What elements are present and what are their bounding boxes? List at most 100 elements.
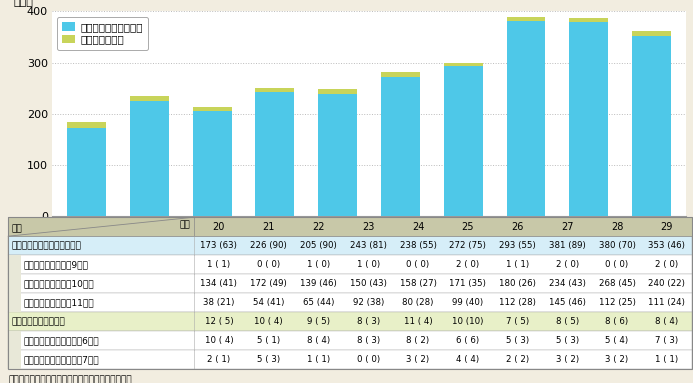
Bar	[569, 18, 608, 22]
Text: 3 ( 2): 3 ( 2)	[406, 355, 430, 364]
Text: 薬物犯罪収益等収受（第7条）: 薬物犯罪収益等収受（第7条）	[24, 355, 99, 364]
Bar	[569, 22, 608, 216]
Bar	[193, 107, 231, 111]
Bar	[444, 66, 482, 216]
Text: 10 ( 4): 10 ( 4)	[204, 336, 234, 345]
Bar	[256, 92, 295, 216]
Text: 22: 22	[312, 222, 325, 232]
Text: 139 (46): 139 (46)	[300, 279, 337, 288]
Bar	[8, 312, 692, 331]
Text: 150 (43): 150 (43)	[350, 279, 387, 288]
Text: 0 ( 0): 0 ( 0)	[357, 355, 380, 364]
Text: 1 ( 1): 1 ( 1)	[207, 260, 231, 269]
Bar	[8, 350, 21, 369]
Bar	[130, 101, 169, 216]
Text: 12 ( 5): 12 ( 5)	[204, 317, 234, 326]
Text: 238 (55): 238 (55)	[399, 241, 437, 250]
Bar	[8, 331, 21, 350]
Text: 205 (90): 205 (90)	[300, 241, 337, 250]
Text: 5 ( 3): 5 ( 3)	[257, 355, 280, 364]
Text: 381 (89): 381 (89)	[549, 241, 586, 250]
Text: 5 ( 1): 5 ( 1)	[257, 336, 280, 345]
Text: 54 (41): 54 (41)	[253, 298, 284, 307]
Bar	[8, 255, 692, 274]
Text: 65 (44): 65 (44)	[303, 298, 334, 307]
Text: 25: 25	[462, 222, 474, 232]
Text: 99 (40): 99 (40)	[452, 298, 483, 307]
Text: 145 (46): 145 (46)	[549, 298, 586, 307]
Text: 麻薬特例法違反（件）: 麻薬特例法違反（件）	[12, 317, 66, 326]
Text: 92 (38): 92 (38)	[353, 298, 384, 307]
Text: 8 ( 4): 8 ( 4)	[307, 336, 330, 345]
Text: 268 (45): 268 (45)	[599, 279, 635, 288]
Text: 9 ( 5): 9 ( 5)	[307, 317, 330, 326]
Text: 2 ( 0): 2 ( 0)	[456, 260, 480, 269]
Text: （年）: （年）	[690, 228, 693, 238]
Text: 353 (46): 353 (46)	[648, 241, 685, 250]
Bar	[381, 72, 420, 77]
Text: 180 (26): 180 (26)	[499, 279, 536, 288]
Text: 犯罪収益等収受（第11条）: 犯罪収益等収受（第11条）	[24, 298, 94, 307]
Text: 173 (63): 173 (63)	[200, 241, 238, 250]
Text: 1 ( 0): 1 ( 0)	[307, 260, 330, 269]
Text: 年次: 年次	[179, 221, 191, 229]
Text: 注：括弧内は、暴力団構成員等によるものを示す。: 注：括弧内は、暴力団構成員等によるものを示す。	[8, 375, 132, 383]
Text: 20: 20	[213, 222, 225, 232]
Text: 7 ( 5): 7 ( 5)	[506, 317, 529, 326]
Text: 薬物犯罪収益等隐匿（第6条）: 薬物犯罪収益等隐匿（第6条）	[24, 336, 99, 345]
Text: 27: 27	[561, 222, 574, 232]
Text: 272 (75): 272 (75)	[449, 241, 486, 250]
Bar	[632, 31, 671, 36]
Text: 8 ( 3): 8 ( 3)	[357, 336, 380, 345]
Text: 10 ( 4): 10 ( 4)	[254, 317, 283, 326]
Text: 8 ( 3): 8 ( 3)	[357, 317, 380, 326]
Text: 112 (25): 112 (25)	[599, 298, 635, 307]
Bar	[444, 63, 482, 66]
Text: 172 (49): 172 (49)	[250, 279, 287, 288]
Text: 111 (24): 111 (24)	[648, 298, 685, 307]
Text: 80 (28): 80 (28)	[402, 298, 434, 307]
Bar	[193, 111, 231, 216]
Bar	[318, 89, 357, 95]
Text: 28: 28	[611, 222, 623, 232]
Text: 293 (55): 293 (55)	[499, 241, 536, 250]
Bar	[67, 128, 106, 216]
Text: 3 ( 2): 3 ( 2)	[606, 355, 629, 364]
Text: 380 (70): 380 (70)	[599, 241, 635, 250]
Text: 2 ( 0): 2 ( 0)	[655, 260, 678, 269]
Text: 組織的犯罪処罰法違反（件）: 組織的犯罪処罰法違反（件）	[12, 241, 82, 250]
Text: 2 ( 0): 2 ( 0)	[556, 260, 579, 269]
Text: 171 (35): 171 (35)	[449, 279, 486, 288]
Text: 2 ( 1): 2 ( 1)	[207, 355, 231, 364]
Text: 8 ( 2): 8 ( 2)	[406, 336, 430, 345]
Text: 234 (43): 234 (43)	[549, 279, 586, 288]
Text: 158 (27): 158 (27)	[399, 279, 437, 288]
Bar	[256, 88, 295, 92]
Text: 5 ( 3): 5 ( 3)	[556, 336, 579, 345]
Bar	[67, 122, 106, 128]
Text: 4 ( 4): 4 ( 4)	[456, 355, 480, 364]
Text: 26: 26	[511, 222, 524, 232]
Text: 7 ( 3): 7 ( 3)	[655, 336, 678, 345]
Text: 6 ( 6): 6 ( 6)	[456, 336, 480, 345]
Text: 226 (90): 226 (90)	[250, 241, 287, 250]
Bar	[8, 274, 21, 293]
Bar	[8, 331, 692, 350]
Text: 0 ( 0): 0 ( 0)	[257, 260, 280, 269]
Text: 犯罪収益等隐匿（第10条）: 犯罪収益等隐匿（第10条）	[24, 279, 94, 288]
Text: 0 ( 0): 0 ( 0)	[406, 260, 430, 269]
Y-axis label: （件）: （件）	[13, 0, 33, 7]
Bar	[8, 350, 692, 369]
Bar	[8, 293, 21, 312]
Bar	[507, 21, 545, 216]
Bar	[8, 274, 692, 293]
Text: 38 (21): 38 (21)	[203, 298, 235, 307]
Text: 112 (28): 112 (28)	[499, 298, 536, 307]
Text: 243 (81): 243 (81)	[350, 241, 387, 250]
Text: 8 ( 4): 8 ( 4)	[655, 317, 678, 326]
Text: 29: 29	[660, 222, 673, 232]
Bar	[8, 217, 692, 236]
Text: 11 ( 4): 11 ( 4)	[403, 317, 432, 326]
Legend: 組織的犯罪処罰法違反, 麻薬特例法違反: 組織的犯罪処罰法違反, 麻薬特例法違反	[58, 17, 148, 50]
Bar	[130, 95, 169, 101]
